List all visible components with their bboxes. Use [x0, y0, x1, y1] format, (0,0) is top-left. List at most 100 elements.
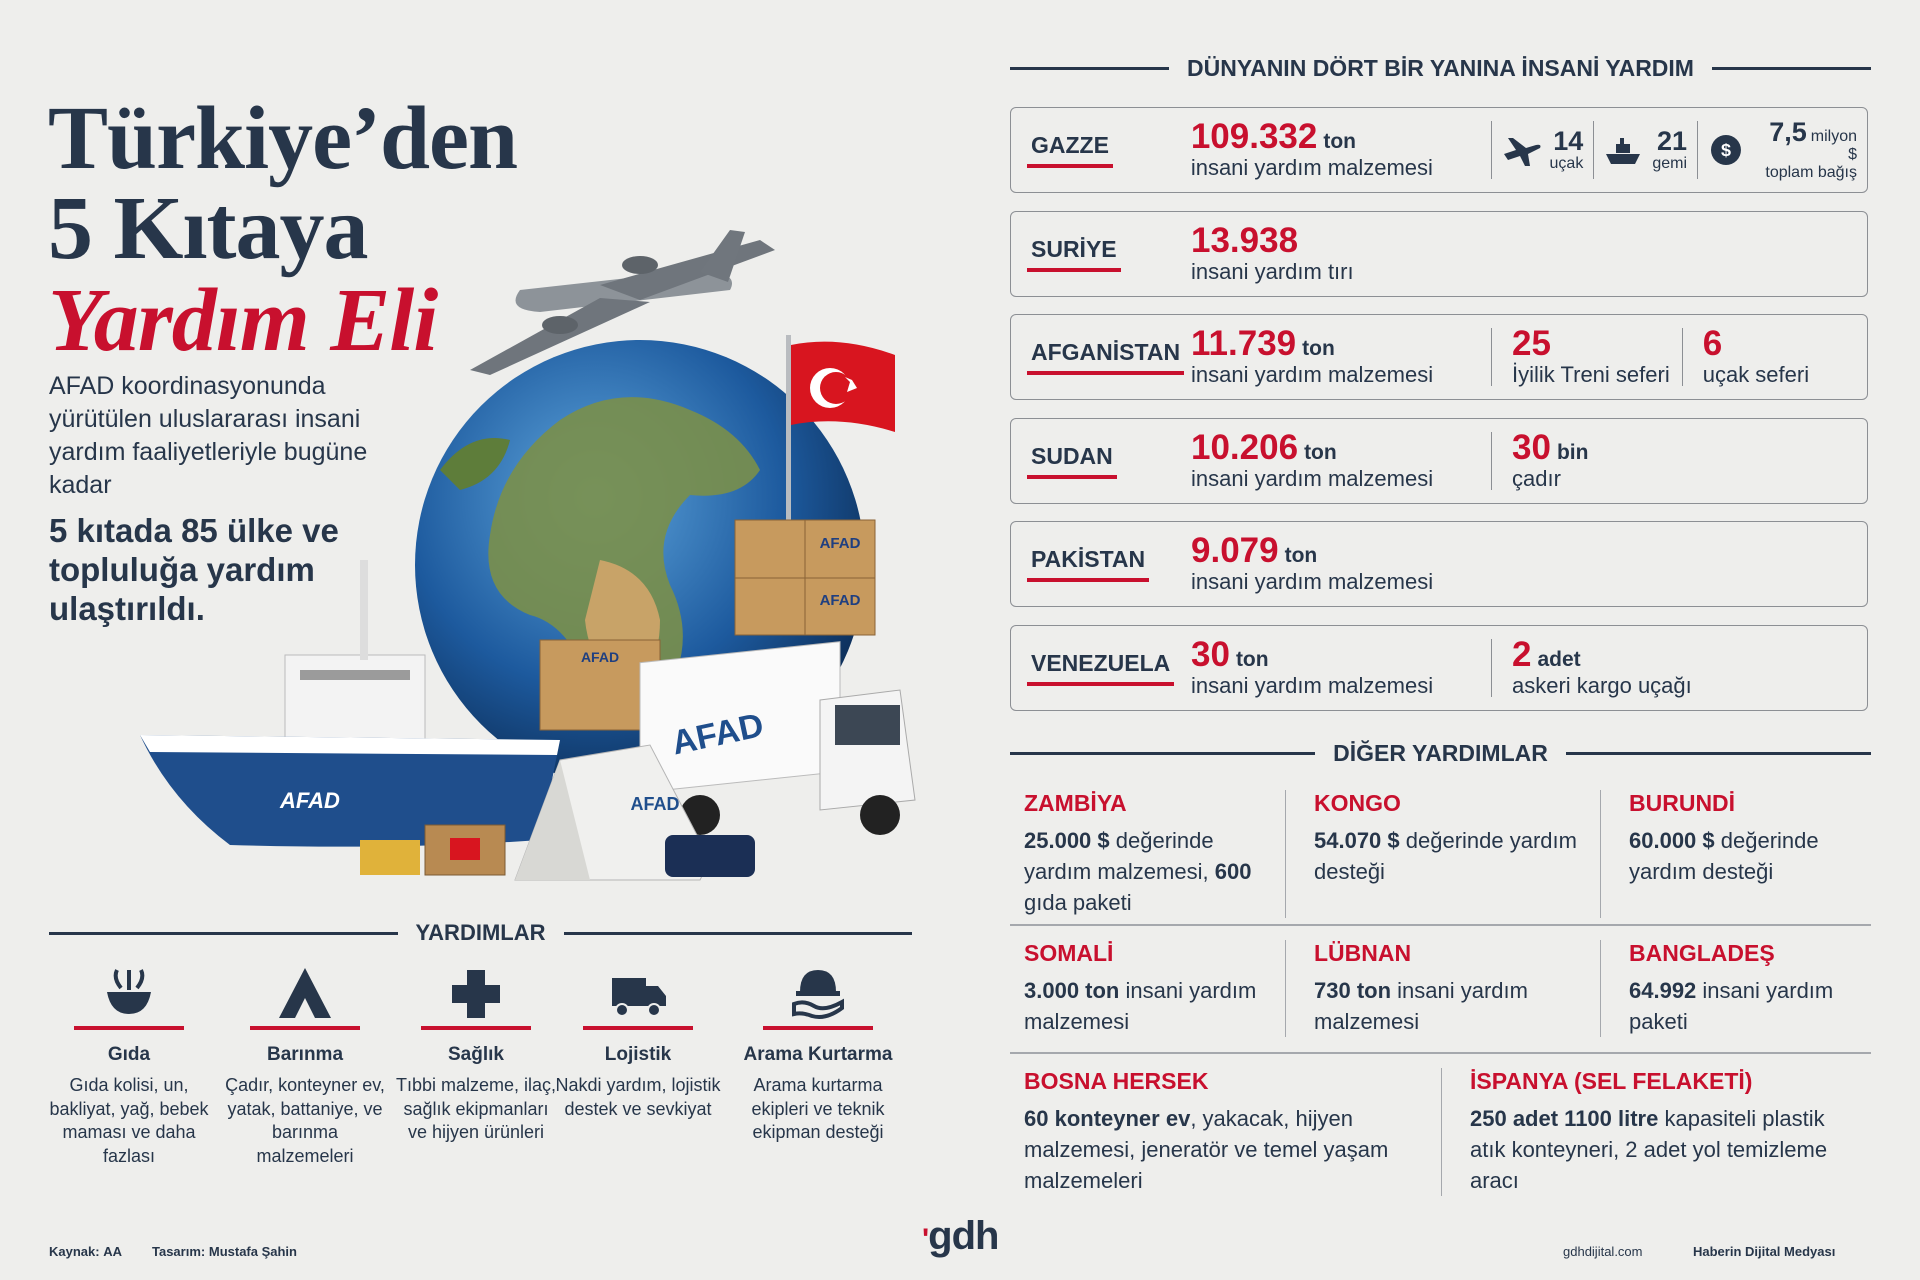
source: Kaynak: AA — [49, 1244, 122, 1259]
text-segment: 60 konteyner ev — [1024, 1106, 1191, 1131]
country-row: GAZZE 109.332 ton insani yardım malzemesi 14… — [1010, 107, 1868, 193]
text-segment: değerinde yardım desteği — [1314, 828, 1577, 884]
stat-label: insani yardım malzemesi — [1191, 672, 1434, 698]
country-name: SUDAN — [1027, 443, 1117, 479]
other-text: 60 konteyner ev, yakacak, hijyen malzeme… — [1024, 1103, 1441, 1196]
title-line: Türkiye’den — [48, 89, 518, 188]
stat: 6 uçak seferi — [1681, 326, 1821, 387]
tent-brand: AFAD — [631, 794, 680, 814]
other-text: 3.000 ton insani yardım malzemesi — [1024, 975, 1285, 1037]
other-text: 54.070 $ değerinde yardım desteği — [1314, 825, 1600, 887]
extra-value: 7,5 — [1769, 117, 1807, 147]
svg-text:$: $ — [1721, 140, 1731, 160]
text-segment: 64.992 — [1629, 978, 1697, 1003]
other-text: 64.992 insani yardım paketi — [1629, 975, 1871, 1037]
text-segment: 60.000 $ — [1629, 828, 1715, 853]
aid-description: Gıda kolisi, un, bakliyat, yağ, bebek ma… — [49, 1075, 209, 1166]
text-segment: , yakacak, hijyen malzemesi, jeneratör v… — [1024, 1106, 1389, 1193]
stat-value-line: 30 bin — [1512, 427, 1589, 467]
extra-value: 21 — [1656, 126, 1688, 156]
stat-value: 30 — [1191, 634, 1230, 674]
stat-label: çadır — [1512, 465, 1561, 491]
aid-icon — [792, 970, 844, 1019]
design: Tasarım: Mustafa Şahin — [152, 1244, 297, 1259]
stat-unit: ton — [1284, 544, 1318, 567]
rule — [1010, 752, 1316, 755]
rule — [1010, 67, 1170, 70]
aid-item: Sağlık Tıbbi malzeme, ilaç, sağlık ekipma… — [386, 964, 566, 1145]
other-text: 60.000 $ değerinde yardım desteği — [1629, 825, 1871, 887]
stat-value-line: 9.079 ton — [1191, 533, 1479, 569]
stat-label: insani yardım tırı — [1191, 258, 1354, 284]
extra-label: toplam bağış — [1765, 164, 1857, 181]
other-name: BOSNA HERSEK — [1024, 1068, 1209, 1094]
logo-mark: ' — [922, 1223, 929, 1256]
other-item: İSPANYA (SEL FELAKETİ) 250 adet 1100 litr… — [1441, 1068, 1871, 1196]
stat-label: insani yardım malzemesi — [1191, 465, 1434, 491]
supplies — [360, 824, 755, 877]
design-label: Tasarım: — [152, 1244, 206, 1259]
divider — [1010, 924, 1871, 926]
designer: Mustafa Şahin — [208, 1244, 297, 1259]
aid-item: Barınma Çadır, konteyner ev, yatak, batta… — [215, 964, 395, 1168]
stat-value: 30 — [1512, 427, 1551, 467]
continent — [440, 438, 510, 490]
box-brand: AFAD — [820, 535, 861, 552]
stat-label: insani yardım malzemesi — [1191, 362, 1434, 387]
accent-bar — [74, 1026, 184, 1030]
stat: 11.739 ton insani yardım malzemesi — [1191, 326, 1491, 388]
country-row: AFGANİSTAN 11.739 ton insani yardım malzeme… — [1010, 314, 1868, 400]
country-name: GAZZE — [1027, 132, 1113, 168]
stat-unit: ton — [1302, 337, 1335, 360]
country-name: VENEZUELA — [1027, 650, 1175, 686]
other-name: ZAMBİYA — [1024, 790, 1127, 816]
country-row: SUDAN 10.206 ton insani yardım malzemesi 30 b… — [1010, 417, 1868, 504]
stat-value: 6 — [1702, 324, 1723, 363]
country-row: PAKİSTAN 9.079 ton insani yardım malzemesi — [1010, 521, 1868, 607]
stat-value-line: 30 ton — [1191, 634, 1479, 674]
other-text: 730 ton insani yardım malzemesi — [1314, 975, 1600, 1037]
stat: 30 ton insani yardım malzemesi — [1191, 634, 1491, 699]
other-text: 250 adet 1100 litre kapasiteli plastik a… — [1470, 1103, 1871, 1196]
stat-value-line: 25 — [1512, 326, 1670, 362]
continent — [488, 397, 760, 717]
stat-value: 11.739 — [1191, 324, 1297, 363]
aid-description: Nakdi yardım, lojistik destek ve sevkiya… — [555, 1075, 721, 1119]
section-heading: DİĞER YARDIMLAR — [1010, 740, 1872, 767]
extra-value-line: 14 — [1550, 126, 1584, 156]
extra-value: 14 — [1553, 126, 1584, 156]
aid-icon — [279, 968, 331, 1018]
stat: 30 bin çadır — [1491, 427, 1600, 491]
extra-label: uçak — [1549, 155, 1584, 172]
rule — [1711, 67, 1871, 70]
source-label: Kaynak: — [49, 1244, 100, 1259]
other-item: LÜBNAN 730 ton insani yardım malzemesi — [1285, 940, 1600, 1037]
extra-icon: $ — [1711, 135, 1741, 165]
stat-label: askeri kargo uçağı — [1512, 672, 1692, 698]
stat-unit: bin — [1556, 440, 1589, 464]
aid-name: Lojistik — [604, 1044, 672, 1065]
country-name: SURİYE — [1027, 236, 1121, 272]
aid-icon — [452, 970, 500, 1018]
extra-stat: 21 gemi — [1593, 121, 1697, 179]
country-name-cell: PAKİSTAN — [1011, 546, 1191, 582]
logo-text: gdh — [928, 1214, 999, 1258]
tagline: Haberin Dijital Medyası — [1693, 1244, 1836, 1259]
stat-unit: ton — [1304, 440, 1337, 464]
other-item: SOMALİ 3.000 ton insani yardım malzemesi — [1010, 940, 1285, 1037]
country-name-cell: VENEZUELA — [1011, 650, 1191, 686]
country-name-cell: SURİYE — [1011, 236, 1191, 272]
extra-value-line: 7,5 milyon $ — [1756, 118, 1857, 164]
stat-value-line: 6 — [1703, 326, 1809, 362]
stat-label: insani yardım malzemesi — [1191, 569, 1434, 594]
rule — [1565, 752, 1872, 755]
country-row: VENEZUELA 30 ton insani yardım malzemesi 2 ad… — [1010, 624, 1868, 711]
section-heading: DÜNYANIN DÖRT BİR YANINA İNSANİ YARDIM — [1010, 55, 1871, 82]
aid-description: Çadır, konteyner ev, yatak, battaniye, v… — [225, 1075, 385, 1166]
heading-text: YARDIMLAR — [415, 920, 546, 945]
text-segment: 54.070 $ — [1314, 828, 1400, 853]
country-name: PAKİSTAN — [1027, 546, 1150, 582]
text-segment: değerinde yardım desteği — [1629, 828, 1819, 884]
stat-unit: ton — [1323, 130, 1357, 153]
